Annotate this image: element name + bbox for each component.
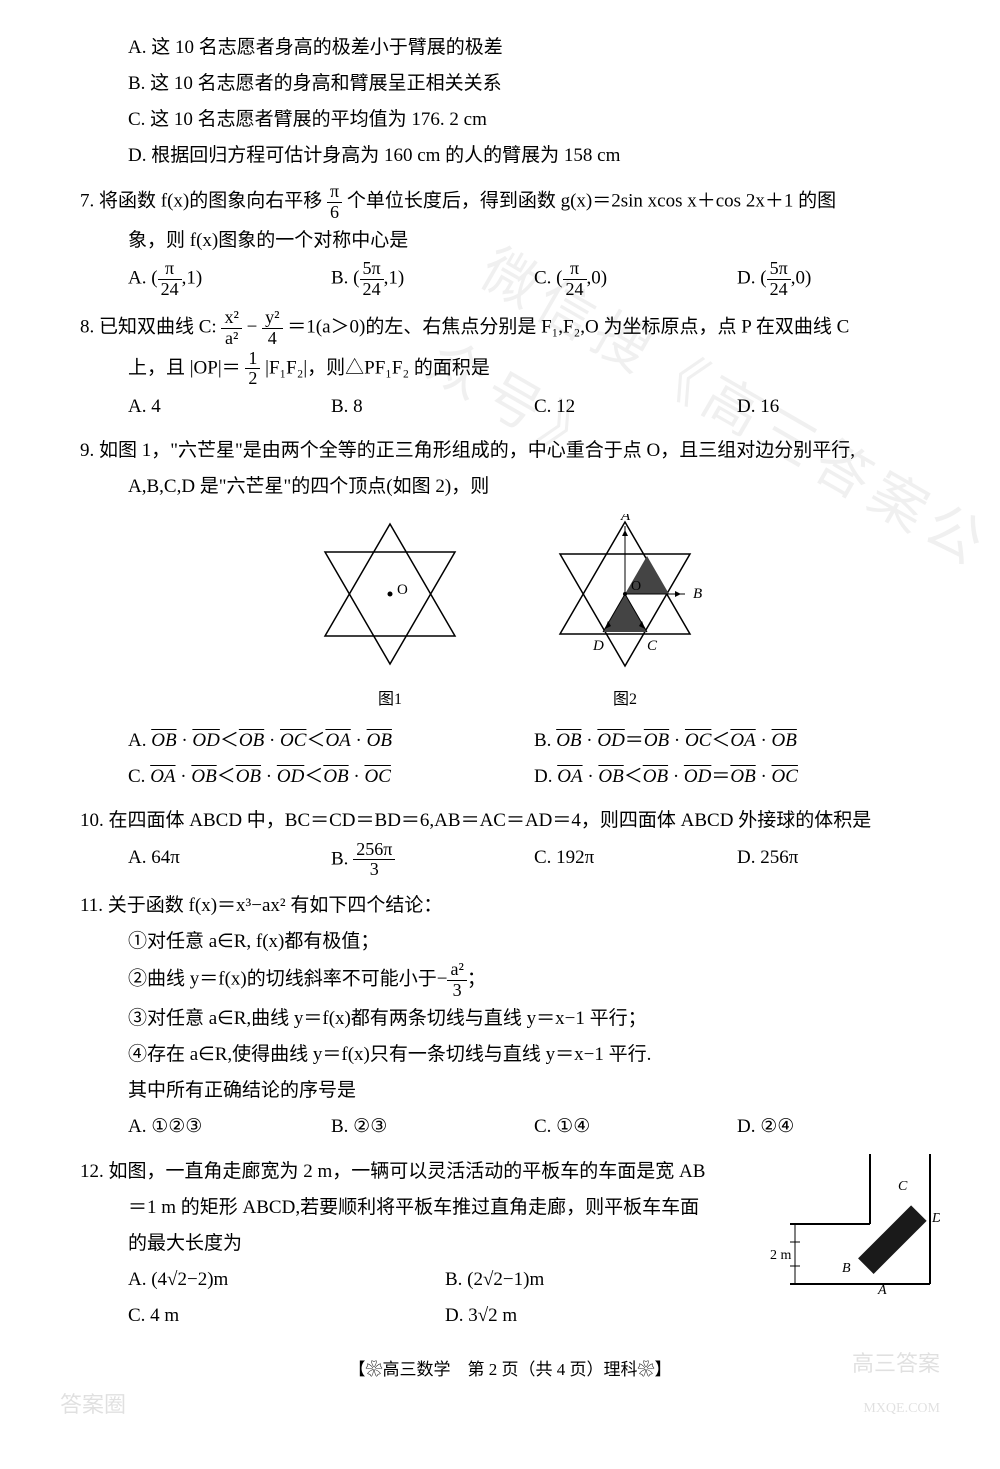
hexagram-icon: O — [305, 514, 475, 674]
q12-figure: 2 m B A C D — [770, 1154, 940, 1317]
q11-options: A. ①②③ B. ②③ C. ①④ D. ②④ — [128, 1109, 940, 1145]
q11-stem: 11. 关于函数 f(x)＝x³−ax² 有如下四个结论： — [80, 888, 940, 924]
hexagram-labeled-icon: O A B C D — [535, 514, 715, 674]
q6-option-a: A. 这 10 名志愿者身高的极差小于臂展的极差 — [128, 30, 940, 66]
q9-option-d: D. OA · OB＜OB · OD＝OB · OC — [534, 759, 940, 795]
q7-option-a: A. (π24,1) — [128, 259, 331, 300]
q9-figure-2: O A B C D 图2 — [535, 514, 715, 716]
question-7: 7. 将函数 f(x)的图象向右平移 π6 个单位长度后，得到函数 g(x)＝2… — [80, 182, 940, 299]
q10-options: A. 64π B. 256π3 C. 192π D. 256π — [128, 840, 940, 881]
q9-figures: O 图1 O A B C D — [80, 514, 940, 716]
svg-text:A: A — [877, 1283, 887, 1298]
q10-option-c: C. 192π — [534, 840, 737, 881]
q7-stem: 7. 将函数 f(x)的图象向右平移 π6 个单位长度后，得到函数 g(x)＝2… — [80, 182, 940, 223]
q11-statement-1: ①对任意 a∈R, f(x)都有极值； — [128, 924, 940, 960]
q7-option-b: B. (5π24,1) — [331, 259, 534, 300]
q12-option-a: A. (4√2−2)m — [128, 1262, 445, 1298]
question-11: 11. 关于函数 f(x)＝x³−ax² 有如下四个结论： ①对任意 a∈R, … — [80, 888, 940, 1145]
q11-statement-3: ③对任意 a∈R,曲线 y＝f(x)都有两条切线与直线 y＝x−1 平行； — [128, 1001, 940, 1037]
q9-stem: 9. 如图 1，"六芒星"是由两个全等的正三角形组成的，中心重合于点 O，且三组… — [80, 433, 940, 469]
q12-option-c: C. 4 m — [128, 1298, 445, 1334]
q7-option-c: C. (π24,0) — [534, 259, 737, 300]
q12-option-d: D. 3√2 m — [445, 1298, 762, 1334]
corridor-icon: 2 m B A C D — [770, 1154, 940, 1304]
svg-text:B: B — [693, 586, 702, 602]
q9-option-c: C. OA · OB＜OB · OD＜OB · OC — [128, 759, 534, 795]
q8-stem-cont: 上，且 |OP|＝ 12 |F₁F₂|，则△PF₁F₂ 的面积是 — [128, 349, 940, 390]
watermark-bottom-right: 高三答案 MXQE.COM — [852, 1343, 940, 1427]
svg-text:D: D — [592, 638, 604, 654]
question-10: 10. 在四面体 ABCD 中，BC＝CD＝BD＝6,AB＝AC＝AD＝4，则四… — [80, 803, 940, 880]
q8-option-d: D. 16 — [737, 389, 940, 425]
q11-option-a: A. ①②③ — [128, 1109, 331, 1145]
q12-option-b: B. (2√2−1)m — [445, 1262, 762, 1298]
q10-option-a: A. 64π — [128, 840, 331, 881]
question-8: 8. 已知双曲线 C: x²a² − y²4 ＝1(a＞0)的左、右焦点分别是 … — [80, 308, 940, 425]
question-9: 9. 如图 1，"六芒星"是由两个全等的正三角形组成的，中心重合于点 O，且三组… — [80, 433, 940, 795]
q8-stem: 8. 已知双曲线 C: x²a² − y²4 ＝1(a＞0)的左、右焦点分别是 … — [80, 308, 940, 349]
label-o: O — [397, 582, 408, 598]
q9-stem-cont: A,B,C,D 是"六芒星"的四个顶点(如图 2)，则 — [128, 469, 940, 505]
q7-stem-cont: 象，则 f(x)图象的一个对称中心是 — [128, 223, 940, 259]
q11-option-c: C. ①④ — [534, 1109, 737, 1145]
page-footer: 【❀高三数学 第 2 页（共 4 页）理科❀】 — [80, 1354, 940, 1386]
q9-options: A. OB · OD＜OB · OC＜OA · OB B. OB · OD＝OB… — [128, 723, 940, 795]
svg-text:C: C — [898, 1179, 908, 1194]
q8-options: A. 4 B. 8 C. 12 D. 16 — [128, 389, 940, 425]
q11-statement-4: ④存在 a∈R,使得曲线 y＝f(x)只有一条切线与直线 y＝x−1 平行. — [128, 1037, 940, 1073]
svg-text:C: C — [647, 638, 658, 654]
q11-statement-2: ②曲线 y＝f(x)的切线斜率不可能小于−a²3； — [128, 960, 940, 1001]
svg-text:B: B — [842, 1261, 851, 1276]
q8-option-a: A. 4 — [128, 389, 331, 425]
q10-stem: 10. 在四面体 ABCD 中，BC＝CD＝BD＝6,AB＝AC＝AD＝4，则四… — [80, 803, 940, 839]
q8-option-b: B. 8 — [331, 389, 534, 425]
q6-option-c: C. 这 10 名志愿者臂展的平均值为 176. 2 cm — [128, 102, 940, 138]
q12-options: A. (4√2−2)m B. (2√2−1)m C. 4 m D. 3√2 m — [128, 1262, 762, 1334]
svg-text:2 m: 2 m — [770, 1248, 792, 1263]
svg-text:O: O — [631, 579, 641, 594]
q6-option-b: B. 这 10 名志愿者的身高和臂展呈正相关关系 — [128, 66, 940, 102]
q6-option-d: D. 根据回归方程可估计身高为 160 cm 的人的臂展为 158 cm — [128, 138, 940, 174]
question-6-options: A. 这 10 名志愿者身高的极差小于臂展的极差 B. 这 10 名志愿者的身高… — [80, 30, 940, 174]
q11-option-d: D. ②④ — [737, 1109, 940, 1145]
q7-option-d: D. (5π24,0) — [737, 259, 940, 300]
watermark-bottom-left: 答案圈 — [60, 1384, 126, 1426]
q11-option-b: B. ②③ — [331, 1109, 534, 1145]
q9-figure-1: O 图1 — [305, 514, 475, 716]
q7-options: A. (π24,1) B. (5π24,1) C. (π24,0) D. (5π… — [128, 259, 940, 300]
q10-option-d: D. 256π — [737, 840, 940, 881]
q9-option-a: A. OB · OD＜OB · OC＜OA · OB — [128, 723, 534, 759]
svg-text:A: A — [620, 514, 631, 524]
question-12: 2 m B A C D 12. 如图，一直角走廊宽为 2 m，一辆可以灵活活动的… — [80, 1154, 940, 1334]
q10-option-b: B. 256π3 — [331, 840, 534, 881]
q9-option-b: B. OB · OD＝OB · OC＜OA · OB — [534, 723, 940, 759]
q8-option-c: C. 12 — [534, 389, 737, 425]
q11-stem-cont: 其中所有正确结论的序号是 — [128, 1073, 940, 1109]
svg-text:D: D — [931, 1211, 940, 1226]
